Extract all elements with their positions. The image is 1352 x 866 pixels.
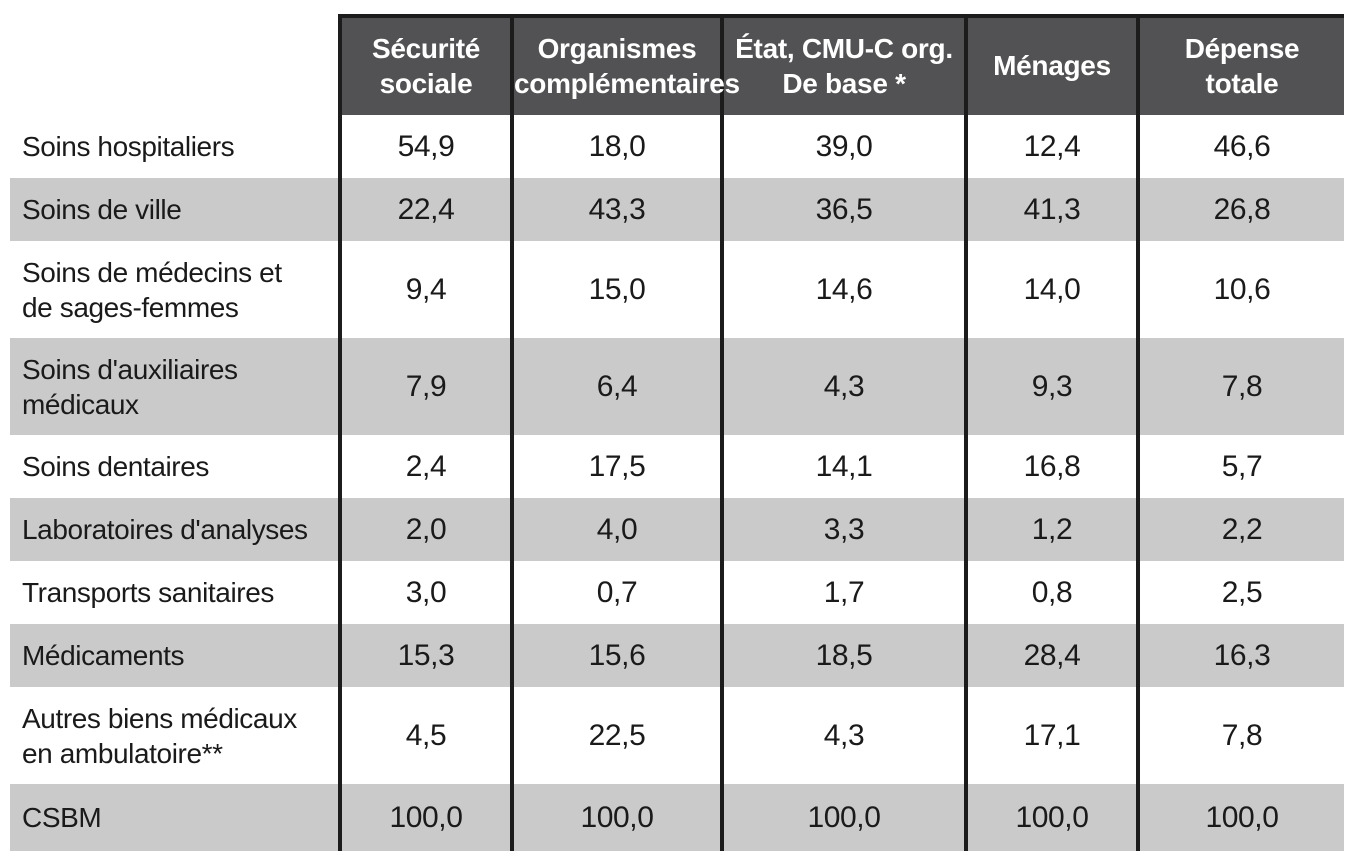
value-cell: 15,6 (510, 624, 722, 687)
row-label: Soins d'auxiliaires médicaux (10, 338, 340, 435)
col-header-menages: Ménages (964, 14, 1138, 115)
financing-structure-table: Sécurité sociale Organismes complémentai… (10, 14, 1344, 851)
value-cell: 3,0 (338, 561, 512, 624)
header-row: Sécurité sociale Organismes complémentai… (10, 14, 1344, 115)
value-cell: 9,3 (964, 338, 1138, 435)
value-cell: 28,4 (964, 624, 1138, 687)
value-cell: 26,8 (1136, 178, 1344, 241)
value-cell: 4,0 (510, 498, 722, 561)
value-cell: 2,0 (338, 498, 512, 561)
value-cell: 46,6 (1136, 115, 1344, 178)
value-cell: 16,3 (1136, 624, 1344, 687)
value-cell: 100,0 (720, 784, 966, 851)
value-cell: 6,4 (510, 338, 722, 435)
value-cell: 0,8 (964, 561, 1138, 624)
value-cell: 100,0 (964, 784, 1138, 851)
table-row-csbm: CSBM 100,0 100,0 100,0 100,0 100,0 (10, 784, 1344, 851)
row-label: Autres biens médicaux en ambulatoire** (22, 702, 297, 769)
value-cell: 14,6 (720, 241, 966, 338)
table-row-soins-dentaires: Soins dentaires 2,4 17,5 14,1 16,8 5,7 (10, 435, 1344, 498)
value-cell: 18,5 (720, 624, 966, 687)
col-header-securite-sociale: Sécurité sociale (338, 14, 512, 115)
row-label: Soins de ville (10, 178, 340, 241)
table-row-transports: Transports sanitaires 3,0 0,7 1,7 0,8 2,… (10, 561, 1344, 624)
value-cell: 7,8 (1136, 687, 1344, 784)
value-cell: 100,0 (1136, 784, 1344, 851)
row-label: Transports sanitaires (22, 577, 274, 608)
value-cell: 1,2 (964, 498, 1138, 561)
row-label: Soins hospitaliers (22, 131, 235, 162)
row-label: Laboratoires d'analyses (10, 498, 340, 561)
col-header-organismes-complementaires: Organismes complémentaires (510, 14, 740, 115)
table-row-autres-biens: Autres biens médicaux en ambulatoire** 4… (10, 687, 1344, 784)
value-cell: 22,4 (338, 178, 512, 241)
table-row-medicaments: Médicaments 15,3 15,6 18,5 28,4 16,3 (10, 624, 1344, 687)
row-label: Soins de médecins et de sages-femmes (22, 256, 282, 323)
table-row-laboratoires: Laboratoires d'analyses 2,0 4,0 3,3 1,2 … (10, 498, 1344, 561)
table-row-soins-de-medecins: Soins de médecins et de sages-femmes 9,4… (10, 241, 1344, 338)
col-header-etat-cmuc: État, CMU-C org. De base * (720, 14, 966, 115)
value-cell: 15,3 (338, 624, 512, 687)
col-header-depense-totale: Dépense totale (1136, 14, 1344, 115)
value-cell: 18,0 (510, 115, 722, 178)
value-cell: 17,1 (964, 687, 1138, 784)
table-row-soins-auxiliaires: Soins d'auxiliaires médicaux 7,9 6,4 4,3… (10, 338, 1344, 435)
table-row-soins-hospitaliers: Soins hospitaliers 54,9 18,0 39,0 12,4 4… (10, 115, 1344, 178)
value-cell: 1,7 (720, 561, 966, 624)
value-cell: 14,0 (964, 241, 1138, 338)
value-cell: 16,8 (964, 435, 1138, 498)
value-cell: 9,4 (338, 241, 512, 338)
value-cell: 7,8 (1136, 338, 1344, 435)
value-cell: 41,3 (964, 178, 1138, 241)
value-cell: 7,9 (338, 338, 512, 435)
value-cell: 39,0 (720, 115, 966, 178)
value-cell: 4,3 (720, 338, 966, 435)
value-cell: 2,4 (338, 435, 512, 498)
value-cell: 2,2 (1136, 498, 1344, 561)
value-cell: 100,0 (510, 784, 722, 851)
value-cell: 4,5 (338, 687, 512, 784)
value-cell: 0,7 (510, 561, 722, 624)
row-label: CSBM (10, 784, 340, 851)
value-cell: 10,6 (1136, 241, 1344, 338)
row-label: Soins dentaires (22, 451, 210, 482)
value-cell: 17,5 (510, 435, 722, 498)
value-cell: 22,5 (510, 687, 722, 784)
table-row-soins-de-ville: Soins de ville 22,4 43,3 36,5 41,3 26,8 (10, 178, 1344, 241)
value-cell: 2,5 (1136, 561, 1344, 624)
value-cell: 5,7 (1136, 435, 1344, 498)
value-cell: 43,3 (510, 178, 722, 241)
value-cell: 14,1 (720, 435, 966, 498)
value-cell: 15,0 (510, 241, 722, 338)
value-cell: 54,9 (338, 115, 512, 178)
value-cell: 12,4 (964, 115, 1138, 178)
value-cell: 4,3 (720, 687, 966, 784)
row-label: Médicaments (10, 624, 340, 687)
value-cell: 3,3 (720, 498, 966, 561)
value-cell: 100,0 (338, 784, 512, 851)
value-cell: 36,5 (720, 178, 966, 241)
corner-cell (10, 16, 340, 115)
financing-structure-table-wrap: Sécurité sociale Organismes complémentai… (10, 14, 1344, 851)
